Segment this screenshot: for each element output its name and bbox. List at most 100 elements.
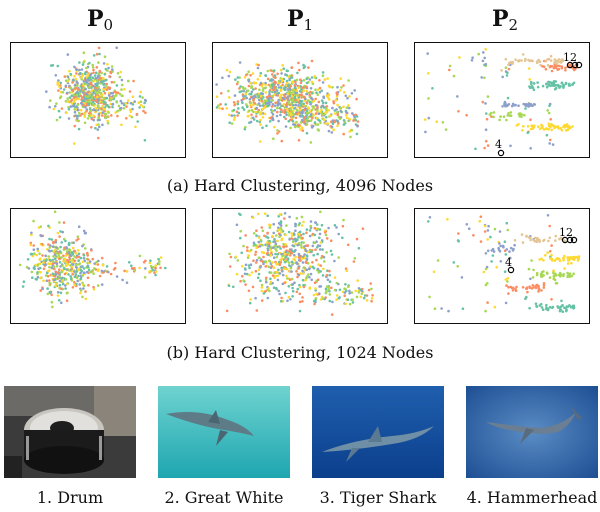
- scatter-dot: [72, 104, 76, 107]
- scatter-dot: [255, 119, 259, 123]
- scatter-dot: [550, 83, 554, 86]
- scatter-dot: [89, 81, 93, 85]
- scatter-dot: [301, 126, 304, 130]
- scatter-dot: [351, 301, 355, 304]
- scatter-dot: [303, 65, 307, 68]
- scatter-dot: [64, 264, 68, 267]
- scatter-dot: [317, 112, 321, 115]
- scatter-dot: [88, 112, 91, 115]
- scatter-dot: [64, 84, 68, 88]
- scatter-dot: [235, 82, 239, 86]
- scatter-dot: [219, 103, 222, 106]
- scatter-dot: [547, 239, 550, 243]
- scatter-dot: [279, 89, 283, 92]
- scatter-dot: [233, 114, 236, 117]
- scatter-dot: [266, 251, 269, 255]
- scatter-dot: [281, 270, 284, 273]
- scatter-dot: [365, 294, 369, 297]
- scatter-dot: [297, 232, 301, 236]
- scatter-dot: [73, 75, 76, 78]
- scatter-dot: [104, 116, 107, 120]
- scatter-dot: [273, 91, 277, 94]
- scatter-dot: [297, 236, 300, 239]
- scatter-dot: [57, 89, 60, 92]
- scatter-dot: [244, 125, 247, 129]
- scatter-dot: [82, 51, 86, 54]
- scatter-dot: [274, 252, 277, 256]
- scatter-dot: [560, 66, 564, 70]
- scatter-dot: [278, 102, 282, 105]
- scatter-dot: [73, 108, 76, 111]
- scatter-dot: [283, 88, 287, 91]
- scatter-dot: [279, 86, 283, 89]
- cluster-marker: [570, 236, 578, 244]
- scatter-dot: [536, 81, 539, 84]
- scatter-dot: [554, 60, 557, 64]
- scatter-dot: [260, 258, 263, 261]
- scatter-dot: [272, 286, 276, 289]
- scatter-dot: [252, 259, 255, 262]
- scatter-dot: [244, 234, 247, 237]
- scatter-dot: [542, 282, 546, 285]
- scatter-dot: [280, 108, 283, 111]
- scatter-dot: [65, 261, 68, 264]
- scatter-dot: [370, 297, 374, 300]
- scatter-dot: [82, 254, 86, 257]
- scatter-dot: [46, 292, 50, 296]
- scatter-dot: [53, 210, 57, 213]
- scatter-dot: [548, 305, 552, 309]
- scatter-dot: [483, 230, 487, 233]
- scatter-dot: [326, 122, 329, 125]
- scatter-dot: [58, 250, 62, 253]
- scatter-dot: [32, 248, 36, 251]
- scatter-dot: [243, 272, 247, 276]
- scatter-dot: [371, 294, 374, 297]
- scatter-dot: [532, 268, 535, 272]
- scatter-dot: [291, 286, 294, 290]
- scatter-dot: [554, 239, 557, 242]
- scatter-dot: [278, 213, 282, 216]
- scatter-dot: [261, 126, 264, 129]
- scatter-dot: [560, 299, 563, 303]
- scatter-dot: [562, 274, 565, 278]
- scatter-dot: [344, 302, 347, 306]
- scatter-dot: [553, 274, 556, 277]
- scatter-dot: [426, 52, 429, 55]
- scatter-dot: [506, 280, 509, 283]
- scatter-dot: [52, 107, 56, 111]
- scatter-dot: [66, 75, 70, 79]
- scatter-dot: [319, 285, 323, 288]
- scatter-dot: [95, 84, 99, 87]
- scatter-dot: [269, 277, 272, 281]
- scatter-dot: [504, 58, 508, 61]
- scatter-dot: [511, 249, 515, 252]
- scatter-dot: [225, 68, 229, 72]
- scatter-dot: [568, 273, 571, 277]
- scatter-dot: [95, 95, 99, 99]
- scatter-dot: [71, 81, 74, 84]
- scatter-dot: [313, 75, 316, 78]
- scatter-dot: [295, 78, 299, 82]
- scatter-dot: [68, 91, 72, 94]
- scatter-dot: [325, 115, 328, 119]
- scatter-dot: [290, 76, 294, 79]
- scatter-dot: [92, 91, 95, 95]
- scatter-dot: [489, 235, 492, 239]
- scatter-dot: [328, 299, 332, 303]
- scatter-dot: [86, 117, 90, 120]
- scatter-dot: [48, 105, 51, 109]
- scatter-dot: [76, 235, 80, 238]
- scatter-dot: [221, 76, 224, 80]
- scatter-dot: [276, 274, 279, 277]
- scatter-dot: [309, 224, 312, 228]
- scatter-dot: [318, 244, 322, 248]
- scatter-dot: [120, 88, 123, 91]
- scatter-dot: [286, 85, 290, 88]
- scatter-dot: [505, 221, 509, 225]
- scatter-dot: [75, 93, 79, 97]
- scatter-dot: [51, 240, 55, 244]
- scatter-dot: [97, 259, 100, 263]
- scatter-dot: [143, 276, 147, 279]
- scatter-dot: [312, 106, 315, 109]
- scatter-dot: [324, 291, 328, 295]
